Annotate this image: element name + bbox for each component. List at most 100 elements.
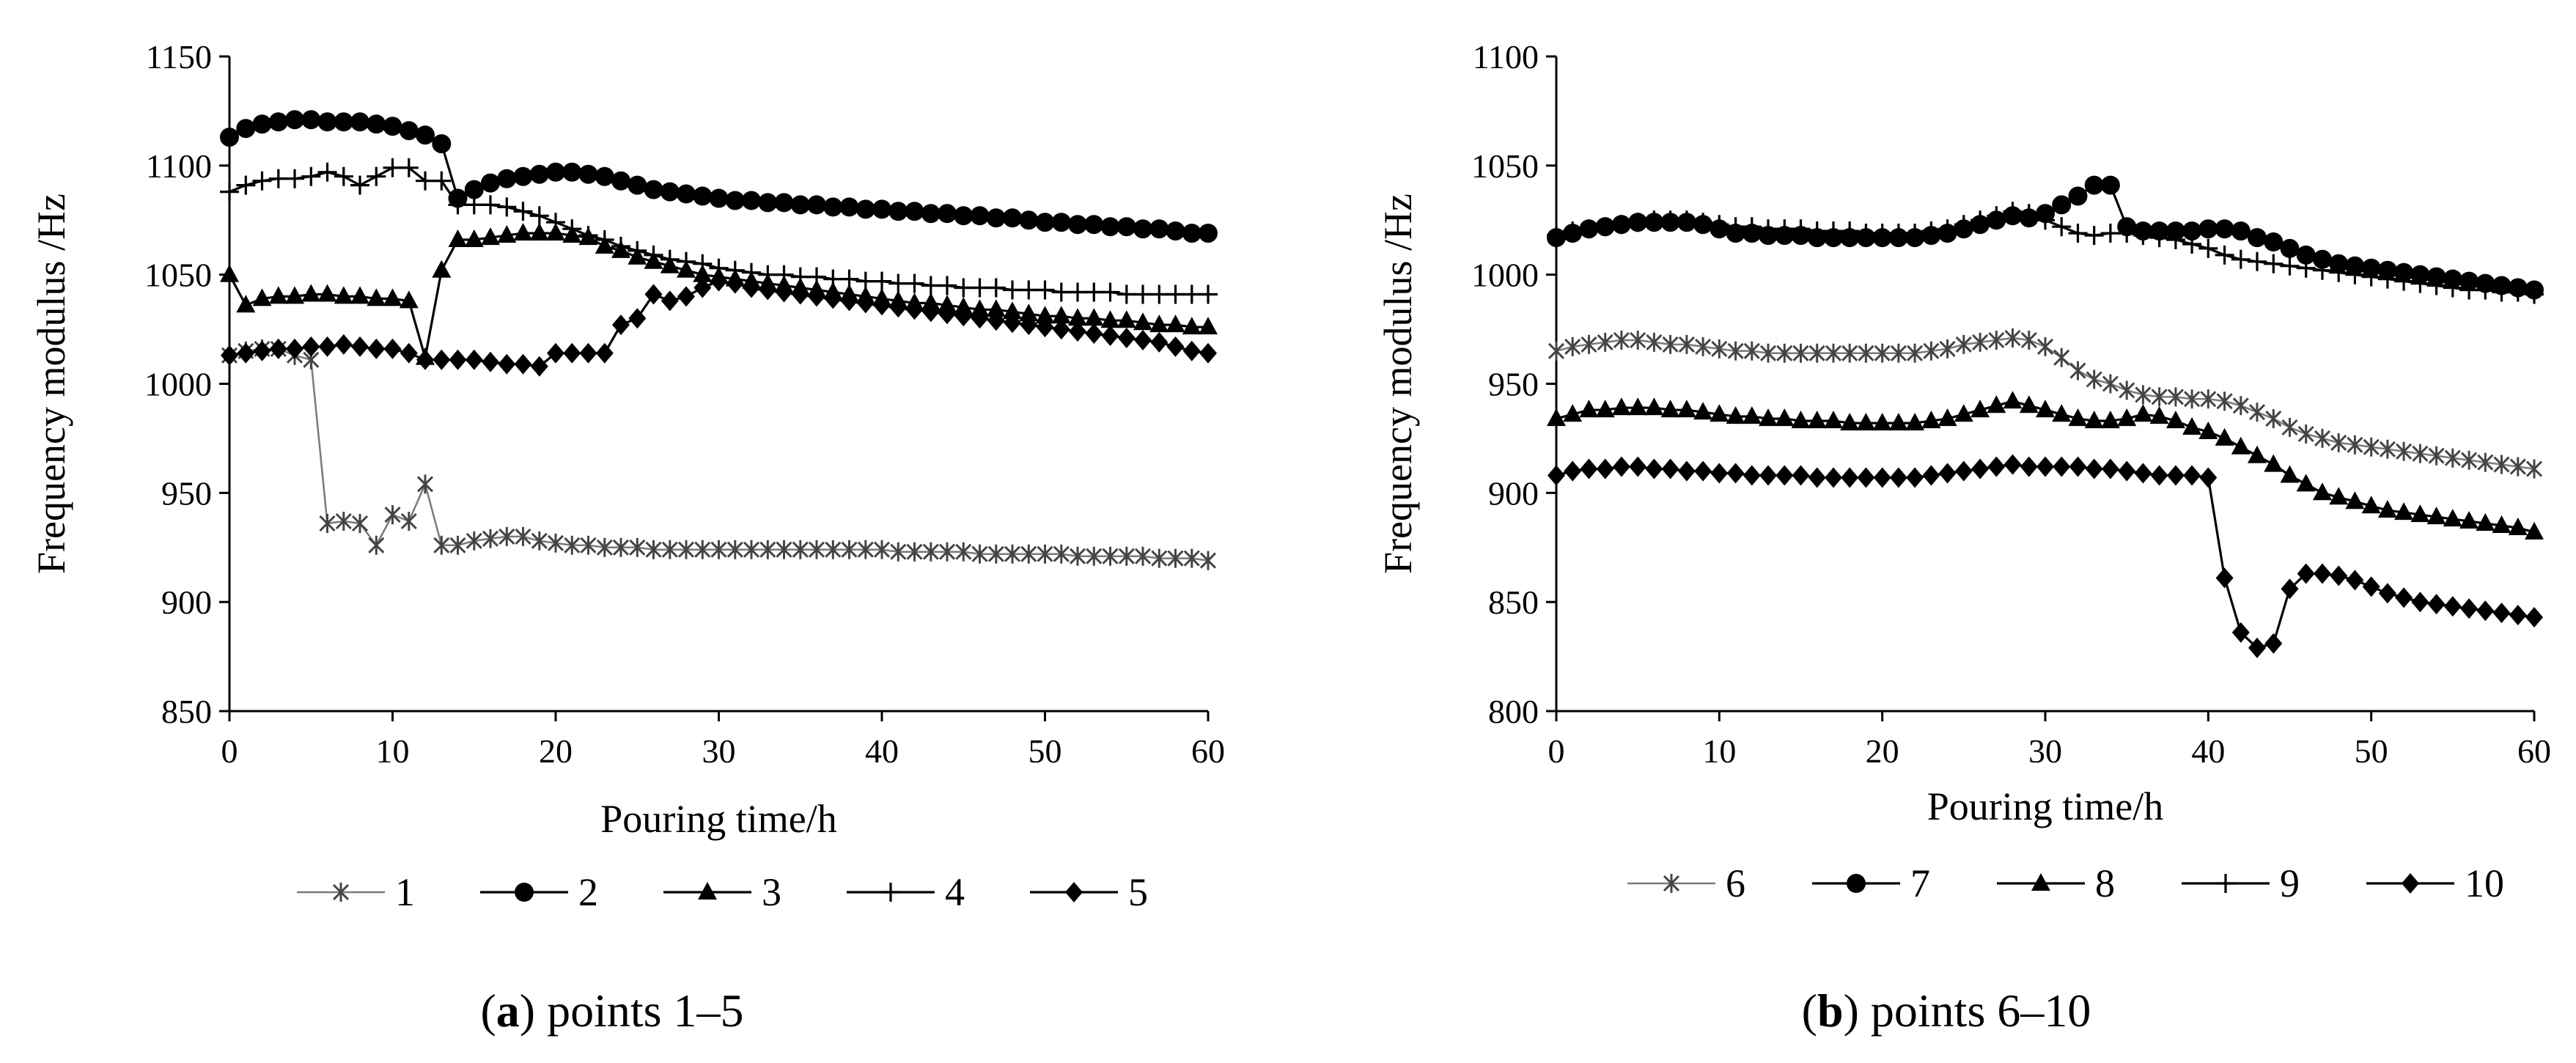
series-7-point — [2280, 238, 2300, 258]
y-tick-label: 850 — [161, 693, 212, 730]
series-5-point — [1150, 331, 1169, 353]
series-3-point — [1116, 310, 1136, 328]
series-4-point — [349, 174, 371, 196]
series-6-point — [2053, 347, 2070, 369]
series-10-point — [2314, 563, 2331, 584]
series-4-point — [1116, 283, 1138, 306]
series-2-point — [872, 199, 891, 219]
series-5-point — [465, 349, 483, 370]
x-tick-label: 30 — [702, 732, 736, 770]
series-2-point — [481, 173, 500, 193]
series-10-point — [1873, 467, 1891, 488]
series-8-point — [1579, 400, 1599, 418]
legend-marker-3 — [698, 882, 717, 900]
series-10-point — [2411, 592, 2429, 613]
series-10-point — [1841, 467, 1859, 488]
series-2-point — [823, 197, 843, 217]
series-8-point — [2296, 474, 2316, 492]
series-10-line — [1556, 463, 2535, 650]
series-6 — [1548, 327, 2543, 480]
series-10-point — [2330, 565, 2348, 586]
series-5-point — [1166, 336, 1185, 357]
series-3-point — [513, 223, 533, 241]
series-6-point — [2248, 401, 2266, 423]
series-5-point — [433, 349, 451, 370]
series-7-point — [2052, 195, 2072, 215]
series-2-point — [399, 121, 419, 141]
series-8-point — [1677, 400, 1696, 418]
series-10-point — [2003, 454, 2022, 475]
legend-item-7: 7 — [1812, 861, 1930, 905]
series-5-point — [677, 286, 695, 307]
series-4-point — [887, 273, 909, 295]
series-8-point — [2280, 465, 2300, 483]
series-3-point — [448, 229, 468, 247]
series-1-point — [400, 510, 418, 532]
series-5 — [221, 271, 1217, 377]
series-4-point — [529, 205, 551, 227]
series-5-point — [612, 315, 630, 336]
series-3-point — [220, 264, 239, 282]
series-4-point — [1197, 283, 1219, 306]
series-6-point — [1548, 340, 1565, 362]
series-5-point — [1182, 340, 1201, 361]
series-2-point — [285, 110, 304, 130]
series-2-point — [220, 128, 239, 147]
series-2-point — [236, 119, 256, 139]
caption-text-b: points 6–10 — [1871, 985, 2091, 1037]
series-10-point — [1645, 458, 1663, 479]
series-3-point — [317, 284, 337, 302]
series-4-point — [365, 166, 387, 188]
legend-marker-8 — [2031, 873, 2050, 891]
series-9-point — [2100, 222, 2121, 244]
series-2-point — [1116, 217, 1136, 237]
series-5-point — [1085, 323, 1103, 344]
series-10-point — [2199, 467, 2218, 488]
series-7-point — [2084, 175, 2104, 195]
series-4-point — [496, 196, 518, 218]
series-8-point — [1775, 408, 1795, 427]
series-10-point — [1922, 465, 1940, 486]
legend-label-4: 4 — [945, 870, 965, 914]
caption-label-b: b — [1817, 985, 1844, 1037]
series-10-point — [1564, 460, 1582, 482]
series-9-point — [2083, 224, 2105, 246]
y-tick-label: 800 — [1488, 693, 1539, 730]
series-10-point — [2085, 458, 2103, 479]
legend-item-4: 4 — [847, 870, 965, 914]
x-tick-label: 50 — [2355, 732, 2388, 770]
series-6-point — [2264, 408, 2282, 430]
series-2-point — [268, 112, 288, 132]
caption-a: (a) points 1–5 — [480, 985, 743, 1037]
series-2-point — [938, 204, 957, 224]
series-2-point — [986, 208, 1006, 228]
y-axis-title-a: Frequency modulus /Hz — [29, 194, 73, 574]
legend-label-5: 5 — [1128, 870, 1148, 914]
series-2-point — [677, 184, 696, 204]
series-4 — [218, 157, 1219, 306]
series-6-point — [2297, 423, 2315, 445]
legend-item-8: 8 — [1997, 861, 2115, 905]
y-tick-label: 950 — [1488, 366, 1539, 403]
legend-marker-5 — [1065, 882, 1083, 902]
series-8-point — [1807, 411, 1827, 429]
series-4-point — [316, 161, 339, 183]
series-2-point — [611, 171, 630, 191]
series-4-point — [1017, 279, 1039, 301]
series-9-point — [2246, 251, 2268, 273]
series-10-point — [1612, 456, 1630, 477]
series-2-point — [839, 197, 859, 217]
series-2-point — [1100, 217, 1120, 237]
series-5-point — [367, 338, 386, 359]
legend-label-9: 9 — [2280, 861, 2300, 905]
series-10-point — [2346, 570, 2364, 591]
caption-label-a: a — [496, 985, 520, 1037]
series-9-point — [2278, 255, 2301, 277]
series-2-point — [595, 166, 614, 186]
series-5-point — [726, 273, 744, 294]
series-10-point — [1710, 463, 1729, 484]
series-4-point — [333, 166, 355, 188]
series-4-point — [838, 268, 861, 290]
x-axis-title-b: Pouring time/h — [1927, 784, 2164, 828]
series-10-point — [1987, 456, 2006, 477]
